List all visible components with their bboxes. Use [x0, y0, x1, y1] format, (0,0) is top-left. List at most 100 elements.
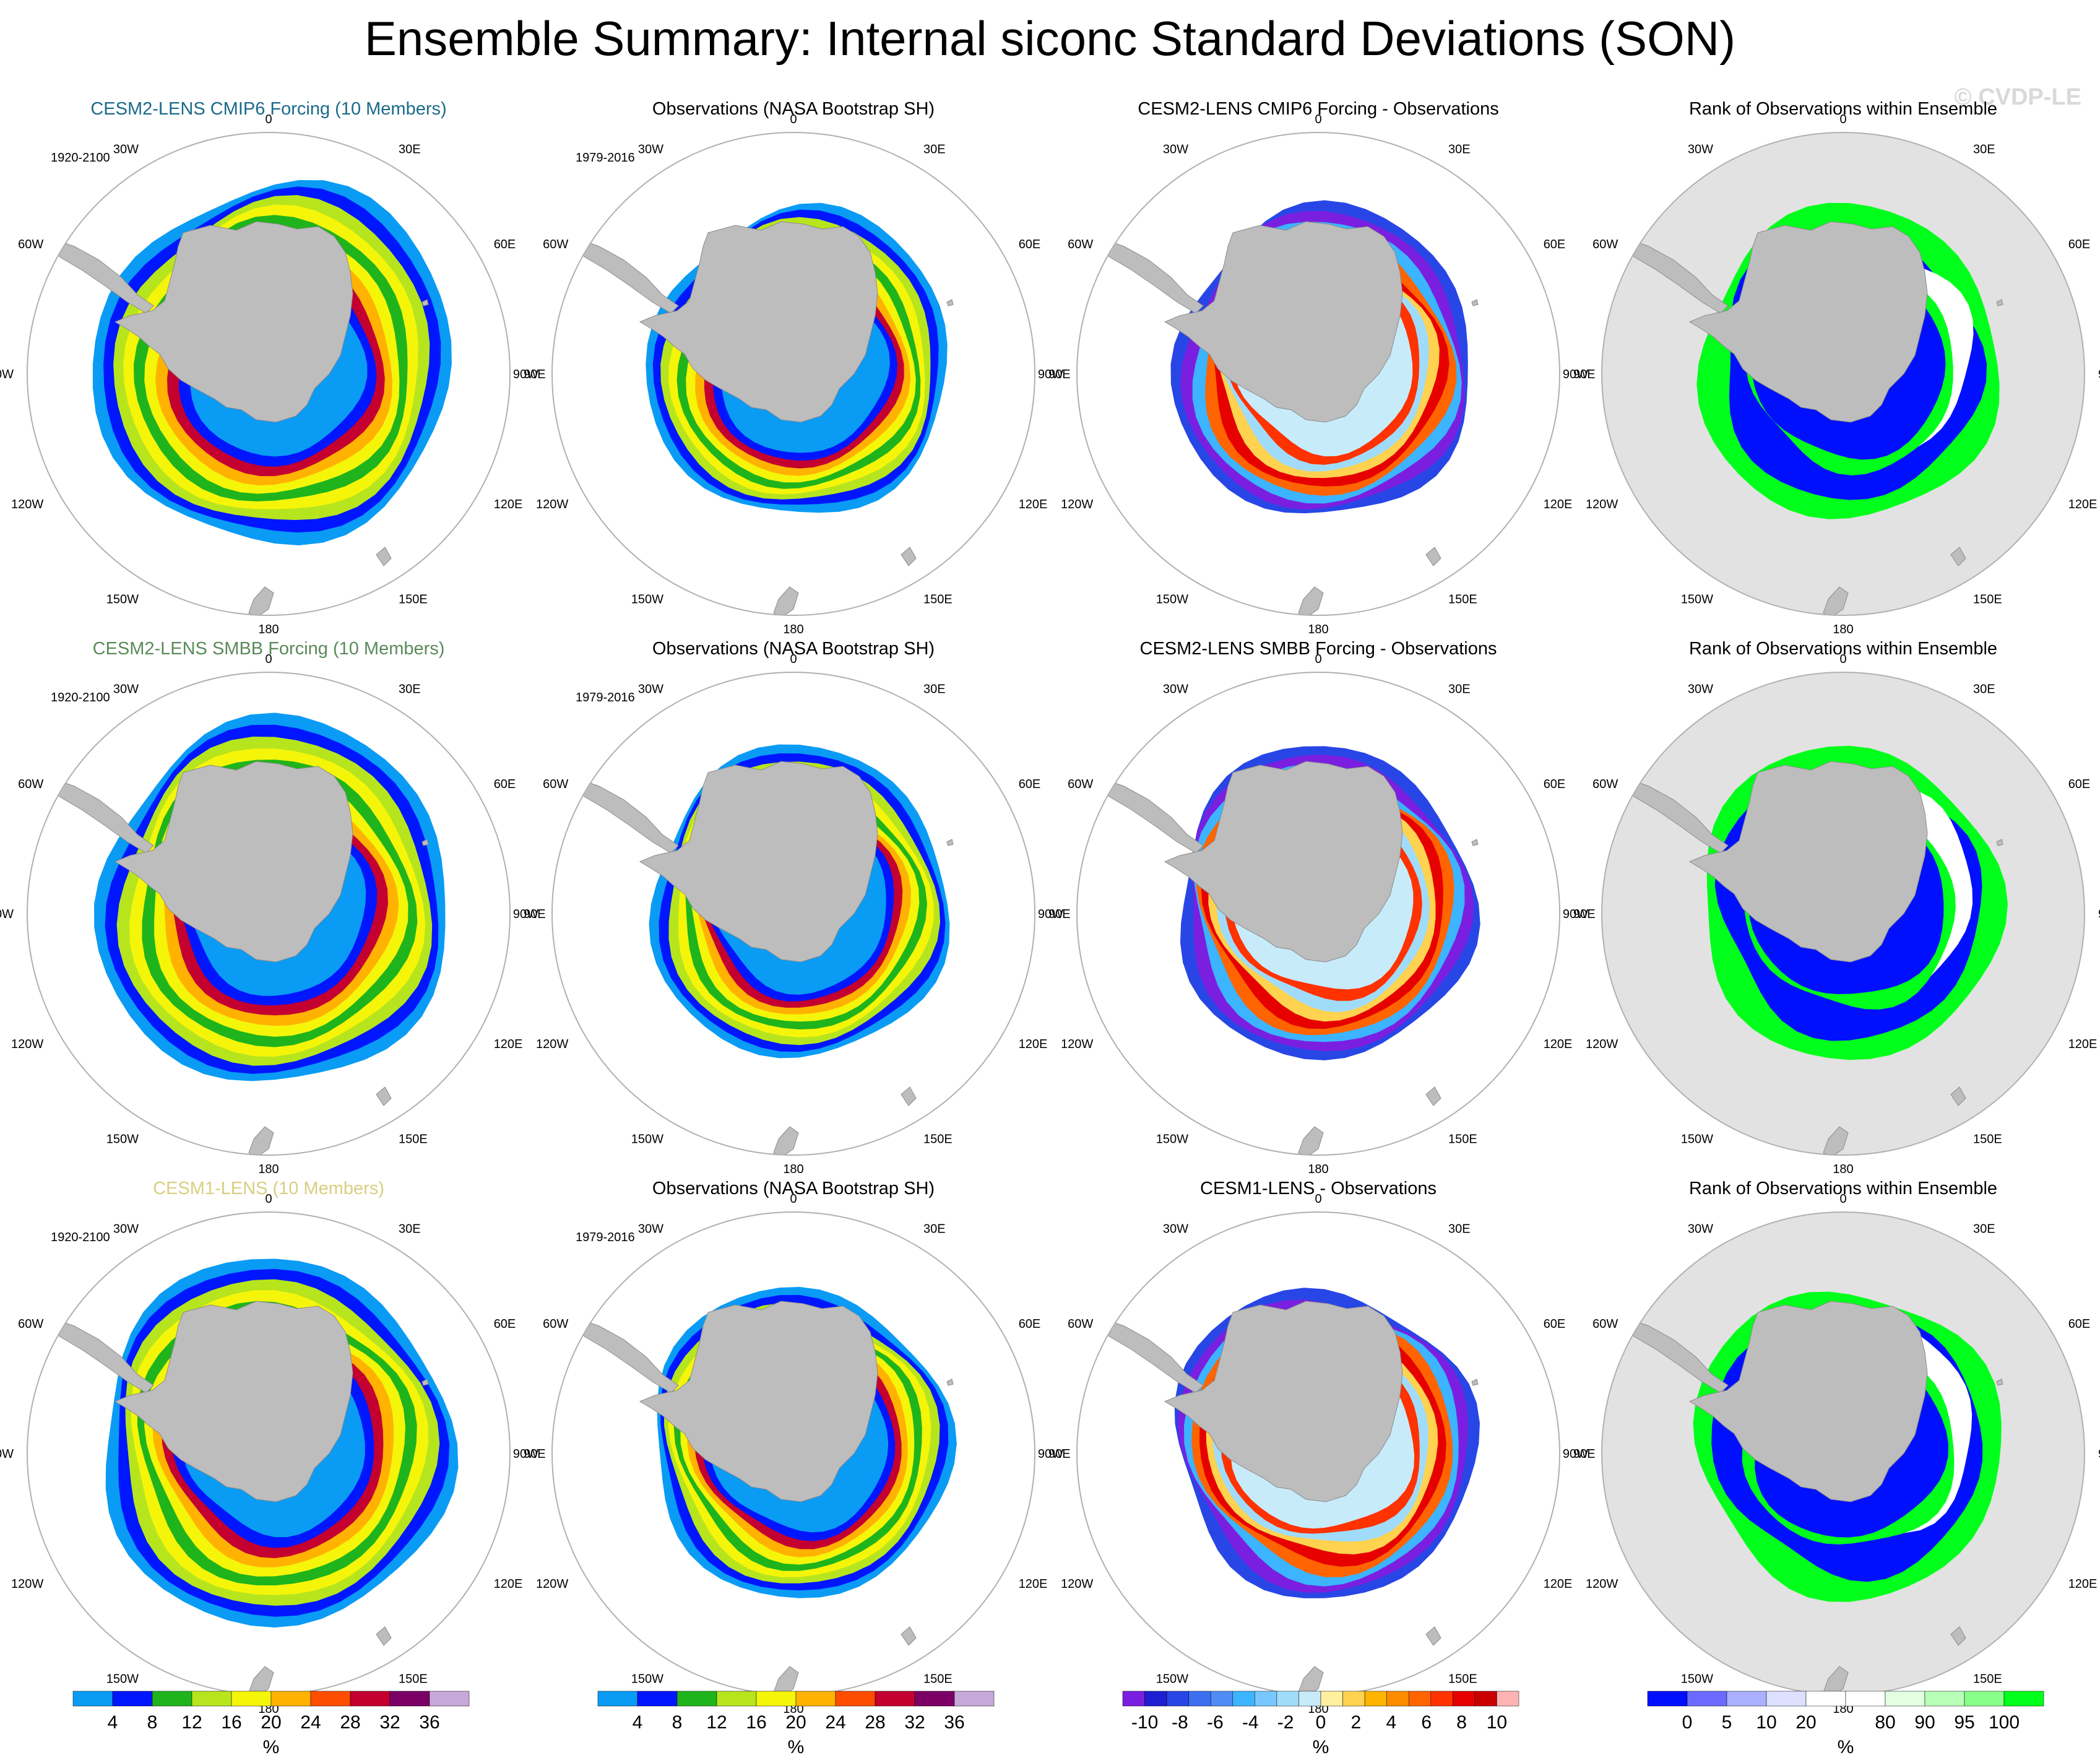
colorbar-tick-label: 16: [221, 1712, 241, 1733]
longitude-label: 60E: [1544, 238, 1566, 251]
longitude-label: 90W: [1038, 368, 1063, 381]
land-mass: [1823, 586, 1849, 615]
longitude-label: 120E: [1019, 498, 1048, 511]
longitude-label: 120E: [2068, 498, 2098, 511]
antarctica-land: [1688, 221, 1928, 423]
land-mass: [248, 586, 274, 615]
longitude-label: 150E: [1448, 1133, 1477, 1146]
longitude-label: 30W: [1163, 1222, 1188, 1236]
map-boundary: [1601, 672, 2085, 1156]
longitude-label: 30E: [1448, 682, 1471, 696]
land-mass: [1298, 586, 1324, 615]
longitude-label: 90E: [1573, 368, 1596, 381]
longitude-label: 150W: [631, 1133, 663, 1146]
longitude-label: 180: [783, 623, 803, 636]
panel-period: 1920-2100: [51, 1231, 110, 1244]
colorbar-swatch: [112, 1691, 153, 1707]
colorbar-swatch: [1687, 1691, 1727, 1707]
colorbar-tick-label: 10: [1756, 1712, 1776, 1733]
land-mass: [1602, 730, 1644, 782]
longitude-label: 90W: [513, 368, 538, 381]
longitude-label: 120W: [536, 1037, 568, 1051]
map-boundary: [27, 672, 511, 1156]
colorbar-swatch: [954, 1691, 995, 1707]
land-mass: [946, 299, 954, 306]
longitude-label: 120E: [1019, 1037, 1048, 1051]
land-mass: [1996, 839, 2003, 846]
colorbar-swatch: [429, 1691, 470, 1707]
longitude-label: 180: [783, 1163, 803, 1176]
colorbar-tick-label: 5: [1722, 1712, 1732, 1733]
antarctica-land: [1164, 221, 1403, 423]
colorbar-swatch: [756, 1691, 797, 1707]
colorbar-swatch: [1255, 1691, 1277, 1707]
colorbar-swatch: [1166, 1691, 1189, 1707]
colorbar-tick-label: 0: [1316, 1712, 1326, 1733]
colorbar-tick-label: 16: [746, 1712, 766, 1733]
land-mass: [1950, 1626, 1966, 1646]
map-boundary: [27, 132, 511, 616]
colorbar-tick-label: 8: [147, 1712, 158, 1733]
longitude-label: 60E: [2068, 238, 2091, 251]
longitude-label: 60W: [543, 1317, 568, 1331]
longitude-label: 90W: [1563, 907, 1588, 921]
colorbar-swatch: [1342, 1691, 1365, 1707]
colorbar-tick-label: 36: [419, 1712, 439, 1733]
colorbar-swatch: [637, 1691, 678, 1707]
colorbar-tick-label: 28: [865, 1712, 885, 1733]
longitude-label: 120E: [1544, 1037, 1573, 1051]
land-mass: [901, 547, 917, 566]
antarctica-land: [114, 1301, 353, 1502]
longitude-label: 30E: [399, 142, 421, 156]
colorbar-tick-label: 6: [1421, 1712, 1432, 1733]
colorbar-swatch: [1497, 1691, 1519, 1707]
longitude-label: 60W: [543, 238, 568, 251]
land-mass: [1602, 1270, 1644, 1322]
land-mass: [27, 190, 70, 242]
longitude-label: 120E: [1544, 1577, 1573, 1591]
land-mass: [552, 190, 595, 242]
longitude-label: 30E: [1973, 142, 1995, 156]
colorbar-swatch: [1122, 1691, 1145, 1707]
antarctica-land: [1688, 761, 1928, 963]
longitude-label: 30W: [1163, 142, 1188, 156]
longitude-label: 120W: [1586, 1037, 1618, 1051]
land-mass: [642, 1146, 648, 1153]
longitude-label: 0: [1315, 652, 1321, 666]
longitude-label: 30E: [1973, 682, 1995, 696]
colorbar-swatch: [1647, 1691, 1688, 1707]
panel-title: CESM2-LENS SMBB Forcing (10 Members): [92, 639, 445, 659]
land-mass: [1996, 299, 2003, 306]
longitude-label: 120E: [1019, 1577, 1048, 1591]
longitude-label: 30E: [923, 142, 946, 156]
colorbar-units: %: [1838, 1737, 1854, 1757]
land-mass: [1167, 1146, 1173, 1153]
longitude-label: 60W: [1592, 238, 1618, 251]
colorbar-tick-label: 32: [904, 1712, 925, 1733]
rank-colorbar: 0 5 10 20 80 90 95 100%: [1647, 1691, 2068, 1759]
longitude-label: 30E: [923, 1222, 946, 1236]
longitude-label: 90E: [1573, 1447, 1596, 1461]
longitude-label: 180: [1308, 623, 1328, 636]
longitude-label: 120W: [1061, 498, 1093, 511]
longitude-label: 0: [790, 652, 797, 666]
longitude-label: 30E: [1448, 1222, 1471, 1236]
longitude-label: 90W: [1563, 1447, 1588, 1461]
land-mass: [901, 1626, 917, 1646]
colorbar-swatch: [1144, 1691, 1167, 1707]
panel-title: CESM2-LENS SMBB Forcing - Observations: [1139, 639, 1497, 659]
longitude-label: 0: [1315, 113, 1321, 126]
longitude-label: 180: [1308, 1163, 1328, 1176]
colorbar-swatch: [1474, 1691, 1497, 1707]
colorbar-swatch: [1845, 1691, 1886, 1707]
land-mass: [1077, 190, 1120, 242]
colorbar-swatch: [1805, 1691, 1846, 1707]
antarctica-land: [114, 221, 353, 423]
longitude-label: 150W: [1681, 593, 1713, 607]
